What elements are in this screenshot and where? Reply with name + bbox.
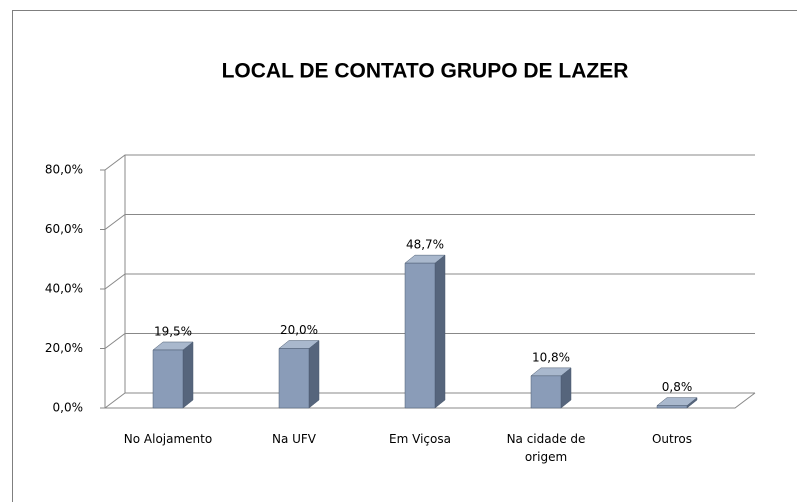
y-tick-label: 0,0% [53,401,84,415]
y-tick-label: 80,0% [45,163,83,177]
bar [530,367,572,409]
bar-side [308,339,320,409]
bar-front [530,375,562,409]
grid-line [104,154,755,171]
x-tick-label: No Alojamento [123,432,213,446]
data-label: 20,0% [280,323,318,337]
x-tick-label: Outros [651,432,693,446]
bar-front [404,262,436,409]
bar [404,254,446,409]
bar-front [152,349,184,409]
y-tick-label: 60,0% [45,222,83,236]
grid-line [104,214,755,230]
bar [152,341,194,409]
bar-front [656,405,688,409]
x-tick-label: Na cidade de origem [506,432,586,464]
x-tick-label: Na UFV [271,432,317,446]
bar-side [182,341,194,409]
bar-front [278,348,310,409]
y-tick-label: 20,0% [45,341,83,355]
data-label: 19,5% [154,324,192,338]
chart-title: LOCAL DE CONTATO GRUPO DE LAZER [222,60,629,83]
grid-line [104,273,755,290]
chart-border [12,10,797,502]
grid-line [104,333,755,349]
bar [656,397,698,409]
y-tick-label: 40,0% [45,282,83,296]
bar-side [434,254,446,409]
floor [105,392,756,409]
data-label: 48,7% [406,238,444,252]
bar [278,339,320,409]
data-label: 10,8% [532,350,570,364]
x-tick-label: Em Viçosa [389,432,451,446]
data-label: 0,8% [662,380,693,394]
